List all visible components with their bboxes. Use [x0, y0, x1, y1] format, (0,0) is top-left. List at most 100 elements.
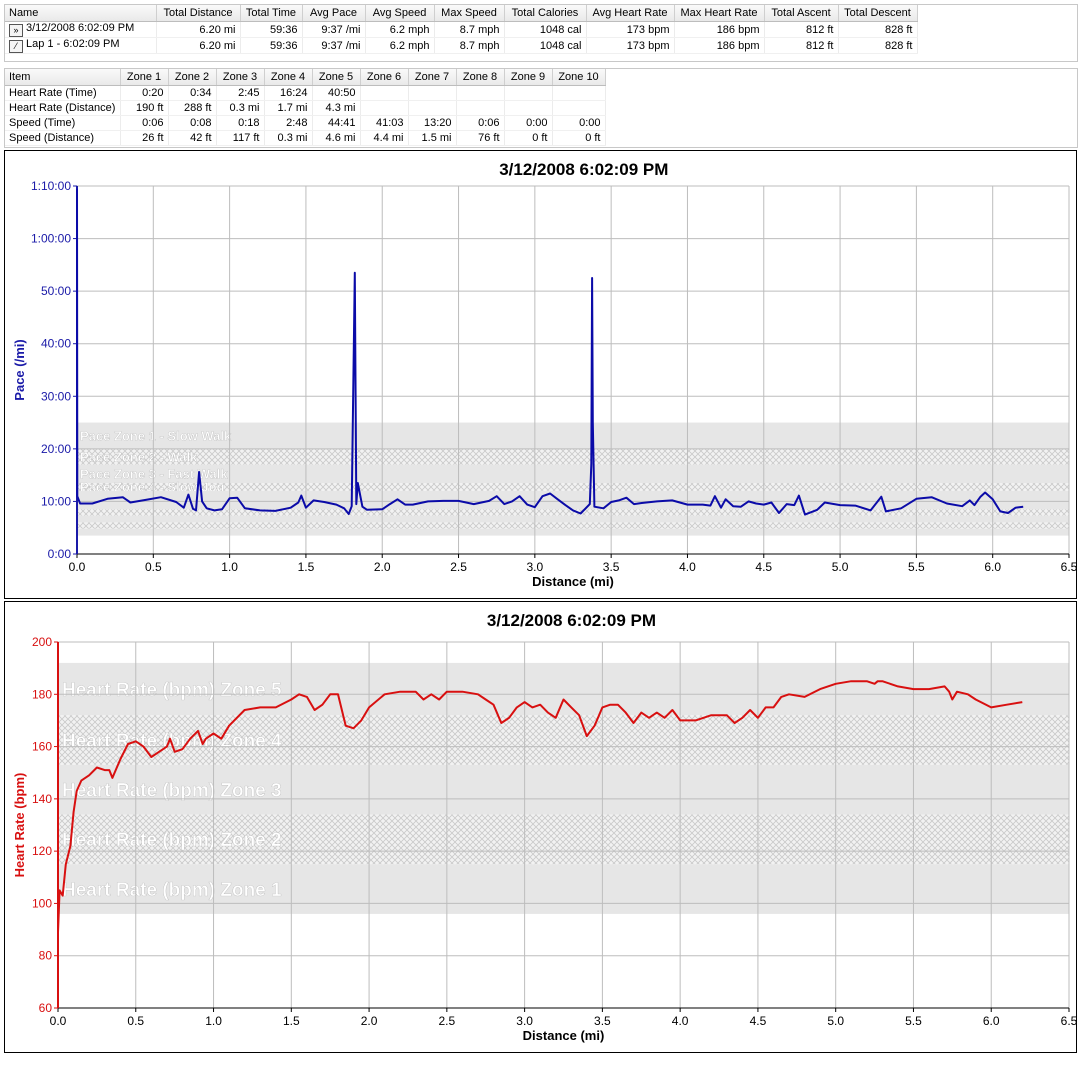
table-cell: 186 bpm [674, 37, 765, 54]
x-tick-label: 0.5 [127, 1014, 144, 1028]
zone-summary-table: Item Zone 1 Zone 2 Zone 3 Zone 4 Zone 5 Zone 6… [5, 69, 606, 146]
table-cell: 6.2 mph [365, 37, 435, 54]
zone-band [77, 515, 1069, 523]
zone-band [58, 814, 1069, 865]
table-cell: 0:08 [168, 115, 217, 131]
table-cell: 0:18 [216, 115, 265, 131]
x-tick-label: 1.5 [283, 1014, 300, 1028]
zone-band [77, 522, 1069, 529]
table-cell: 812 ft [764, 37, 839, 54]
column-header-zone-3[interactable]: Zone 3 [216, 69, 265, 86]
table-cell: 0.3 mi [264, 130, 313, 146]
zone-label: Pace Zone 3 - Fast Walk [80, 467, 228, 482]
table-cell: 9:37 /mi [302, 21, 366, 38]
column-header-zone-2[interactable]: Zone 2 [168, 69, 217, 86]
x-tick-label: 0.0 [50, 1014, 67, 1028]
table-row[interactable]: » 3/12/2008 6:02:09 PM 6.20 mi 59:36 9:37 /m… [5, 21, 918, 38]
x-tick-label: 0.0 [69, 560, 86, 574]
zone-band [77, 448, 1069, 465]
x-tick-label: 4.5 [755, 560, 772, 574]
pace-chart-panel: 3/12/2008 6:02:09 PM Pace Zone 1 - Slow W… [4, 150, 1077, 599]
series-line [57, 680, 1023, 933]
table-cell: 173 bpm [586, 21, 675, 38]
x-tick-label: 2.5 [439, 1014, 456, 1028]
table-cell: 173 bpm [586, 37, 675, 54]
table-cell: 4.6 mi [312, 130, 361, 146]
x-tick-label: 5.5 [908, 560, 925, 574]
column-header-avg-speed[interactable]: Avg Speed [365, 5, 435, 22]
y-tick-label: 1:00:00 [31, 232, 71, 246]
activity-summary-grid: Name Total Distance Total Time Avg Pace Avg … [4, 4, 1078, 62]
x-tick-label: 0.5 [145, 560, 162, 574]
table-row[interactable]: Speed (Distance) 26 ft 42 ft 117 ft 0.3 mi 4.… [5, 130, 606, 146]
x-axis-label: Distance (mi) [532, 574, 614, 589]
table-cell: 190 ft [120, 100, 169, 116]
table-cell [552, 85, 606, 101]
y-tick-label: 140 [32, 792, 52, 806]
y-axis-label: Pace (/mi) [12, 339, 27, 400]
column-header-item[interactable]: Item [5, 69, 121, 86]
table-cell: » 3/12/2008 6:02:09 PM [5, 21, 157, 38]
table-cell: 13:20 [408, 115, 457, 131]
x-tick-label: 2.0 [361, 1014, 378, 1028]
table-cell: 8.7 mph [434, 21, 505, 38]
zone-label: Heart Rate (bpm) Zone 2 [62, 830, 282, 851]
table-row[interactable]: ⁄ Lap 1 - 6:02:09 PM 6.20 mi 59:36 9:37 /mi 6… [5, 37, 918, 54]
y-tick-label: 180 [32, 687, 52, 701]
column-header-zone-9[interactable]: Zone 9 [504, 69, 553, 86]
x-tick-label: 5.0 [832, 560, 849, 574]
table-cell [504, 100, 553, 116]
column-header-total-distance[interactable]: Total Distance [156, 5, 241, 22]
table-row[interactable]: Heart Rate (Distance) 190 ft 288 ft 0.3 mi 1… [5, 100, 606, 116]
series-line [76, 188, 1024, 516]
table-cell: 828 ft [838, 37, 918, 54]
column-header-zone-8[interactable]: Zone 8 [456, 69, 505, 86]
row-name: 3/12/2008 6:02:09 PM [26, 22, 135, 34]
table-cell: 4.4 mi [360, 130, 409, 146]
column-header-zone-10[interactable]: Zone 10 [552, 69, 606, 86]
column-header-total-calories[interactable]: Total Calories [504, 5, 587, 22]
column-header-max-speed[interactable]: Max Speed [434, 5, 505, 22]
table-cell: Heart Rate (Time) [5, 85, 121, 101]
table-cell [360, 100, 409, 116]
column-header-max-heart-rate[interactable]: Max Heart Rate [674, 5, 765, 22]
table-cell: 42 ft [168, 130, 217, 146]
chart-title: 3/12/2008 6:02:09 PM [499, 160, 668, 179]
column-header-total-ascent[interactable]: Total Ascent [764, 5, 839, 22]
table-cell [504, 85, 553, 101]
table-cell: 2:48 [264, 115, 313, 131]
table-cell: 0:20 [120, 85, 169, 101]
column-header-avg-heart-rate[interactable]: Avg Heart Rate [586, 5, 675, 22]
column-header-zone-6[interactable]: Zone 6 [360, 69, 409, 86]
table-row[interactable]: Speed (Time) 0:06 0:08 0:18 2:48 44:41 41:03 13… [5, 115, 606, 131]
column-header-avg-pace[interactable]: Avg Pace [302, 5, 366, 22]
column-header-zone-7[interactable]: Zone 7 [408, 69, 457, 86]
table-cell [360, 85, 409, 101]
column-header-zone-1[interactable]: Zone 1 [120, 69, 169, 86]
column-header-total-time[interactable]: Total Time [240, 5, 303, 22]
y-tick-label: 60 [39, 1001, 53, 1015]
x-tick-label: 2.5 [450, 560, 467, 574]
column-header-name[interactable]: Name [5, 5, 157, 22]
table-cell: 59:36 [240, 21, 303, 38]
table-cell [408, 100, 457, 116]
column-header-total-descent[interactable]: Total Descent [838, 5, 918, 22]
column-header-zone-5[interactable]: Zone 5 [312, 69, 361, 86]
table-cell: 44:41 [312, 115, 361, 131]
table-cell: 186 bpm [674, 21, 765, 38]
zone-band [77, 422, 1069, 449]
x-tick-label: 4.5 [750, 1014, 767, 1028]
table-cell: ⁄ Lap 1 - 6:02:09 PM [5, 37, 157, 54]
row-name: Lap 1 - 6:02:09 PM [26, 38, 120, 50]
table-cell [552, 100, 606, 116]
table-row[interactable]: Heart Rate (Time) 0:20 0:34 2:45 16:24 40:50 [5, 85, 606, 101]
zone-label: Heart Rate (bpm) Zone 1 [62, 880, 282, 901]
zone-band [58, 715, 1069, 765]
table-cell: 8.7 mph [434, 37, 505, 54]
table-cell: 2:45 [216, 85, 265, 101]
table-cell: 76 ft [456, 130, 505, 146]
zone-band [77, 483, 1069, 491]
table-cell: 41:03 [360, 115, 409, 131]
column-header-zone-4[interactable]: Zone 4 [264, 69, 313, 86]
table-cell [456, 85, 505, 101]
